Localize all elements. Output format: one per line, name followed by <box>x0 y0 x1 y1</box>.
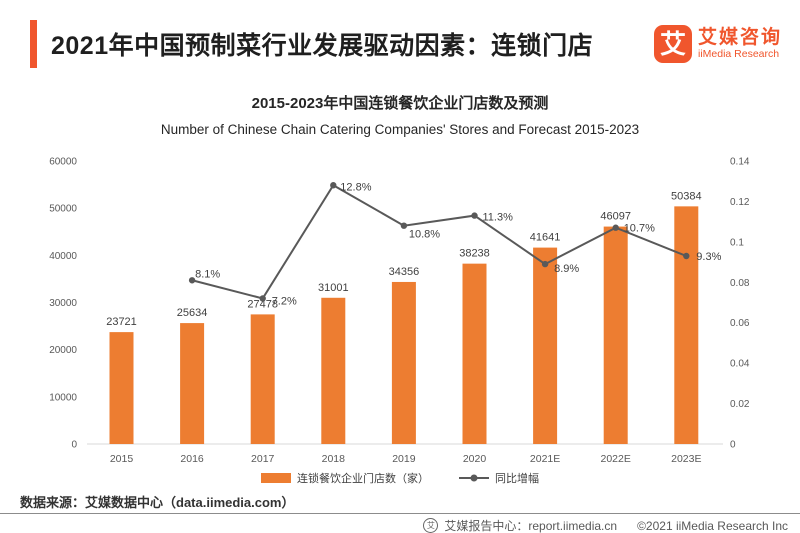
legend-bar-swatch <box>261 473 291 483</box>
bar-value-2015: 23721 <box>106 316 137 328</box>
growth-point-2019 <box>400 222 408 229</box>
accent-bar <box>30 20 37 68</box>
header: 2021年中国预制菜行业发展驱动因素：连锁门店 艾 艾媒咨询 iiMedia R… <box>30 18 782 70</box>
y-right-tick: 0.1 <box>730 237 744 248</box>
y-left-tick: 20000 <box>49 345 77 356</box>
x-tick-2017: 2017 <box>251 453 275 465</box>
legend-item-bars: 连锁餐饮企业门店数（家） <box>261 470 429 486</box>
brand-logo-icon: 艾 <box>653 25 692 63</box>
growth-line <box>191 183 687 300</box>
data-source-note: 数据来源：艾媒数据中心（data.iimedia.com） <box>20 495 295 510</box>
footer: 艾 艾媒报告中心：report.iimedia.cn ©2021 iiMedia… <box>423 517 788 533</box>
legend-line-label: 同比增幅 <box>495 473 539 485</box>
legend-item-line: 同比增幅 <box>459 470 539 486</box>
brand-logo: 艾 艾媒咨询 iiMedia Research <box>653 25 782 63</box>
bar-2021E <box>533 247 558 444</box>
x-tick-2021E: 2021E <box>530 453 560 465</box>
iimedia-circle-icon: 艾 <box>423 518 439 533</box>
bar-value-2023E: 50384 <box>671 190 702 202</box>
growth-point-2021E <box>541 260 549 268</box>
brand-name-cn: 艾媒咨询 <box>697 27 782 49</box>
x-tick-2022E: 2022E <box>601 453 631 465</box>
report-center-link[interactable]: 艾媒报告中心：report.iimedia.cn <box>444 519 618 533</box>
chart-title-cn: 2015-2023年中国连锁餐饮企业门店数及预测 <box>251 95 549 112</box>
growth-label-2021E: 8.9% <box>554 263 579 275</box>
copyright-text: ©2021 iiMedia Research Inc <box>637 518 788 533</box>
growth-point-2022E <box>612 224 619 231</box>
bar-2015 <box>109 332 134 444</box>
bar-value-2021E: 41641 <box>530 232 561 244</box>
y-right-tick: 0.14 <box>730 157 750 168</box>
bar-2019 <box>391 281 416 444</box>
legend-line-swatch <box>459 474 489 482</box>
growth-label-2016: 8.1% <box>195 268 220 280</box>
growth-point-2018 <box>330 182 337 189</box>
y-left-tick: 60000 <box>49 157 77 168</box>
page-title: 2021年中国预制菜行业发展驱动因素：连锁门店 <box>51 32 594 60</box>
y-left-tick: 10000 <box>49 392 77 403</box>
growth-label-2023E: 9.3% <box>696 251 721 263</box>
y-right-tick: 0.12 <box>730 197 750 208</box>
bar-2017 <box>250 314 275 444</box>
x-tick-2019: 2019 <box>392 453 416 465</box>
growth-point-2017 <box>259 295 266 302</box>
growth-label-2019: 10.8% <box>409 229 440 241</box>
chart-legend: 连锁餐饮企业门店数（家） 同比增幅 <box>0 470 800 486</box>
y-right-tick: 0 <box>730 440 736 451</box>
x-tick-2015: 2015 <box>110 453 134 465</box>
bar-value-2018: 31001 <box>318 282 349 294</box>
x-tick-2018: 2018 <box>322 453 346 465</box>
bar-2018 <box>321 297 346 444</box>
bar-value-2017: 27478 <box>247 298 278 310</box>
bar-value-2019: 34356 <box>389 266 420 278</box>
y-left-tick: 30000 <box>49 298 77 309</box>
footer-divider <box>0 513 800 514</box>
growth-label-2022E: 10.7% <box>624 223 655 235</box>
bar-2023E <box>674 206 699 444</box>
bar-value-2020: 38238 <box>459 248 490 260</box>
growth-point-2016 <box>188 277 196 284</box>
bar-2016 <box>180 323 205 444</box>
legend-line-marker <box>470 474 478 482</box>
y-left-tick: 0 <box>71 440 77 451</box>
bar-value-2016: 25634 <box>177 307 208 319</box>
y-right-tick: 0.04 <box>730 359 750 370</box>
y-left-tick: 40000 <box>49 251 77 262</box>
y-left-tick: 50000 <box>49 204 77 215</box>
y-right-tick: 0.08 <box>730 278 750 289</box>
bar-value-2022E: 46097 <box>600 211 631 223</box>
bar-2022E <box>603 226 628 444</box>
x-tick-2023E: 2023E <box>671 453 701 465</box>
legend-bar-label: 连锁餐饮企业门店数（家） <box>297 473 429 485</box>
brand-name-en: iiMedia Research <box>697 48 780 61</box>
y-right-tick: 0.06 <box>730 318 750 329</box>
bar-2020 <box>462 263 487 444</box>
growth-label-2018: 12.8% <box>340 181 371 193</box>
growth-label-2017: 7.2% <box>272 295 297 307</box>
growth-label-2020: 11.3% <box>483 212 514 224</box>
y-right-tick: 0.02 <box>730 399 750 410</box>
x-tick-2020: 2020 <box>463 453 487 465</box>
chart-title-en: Number of Chinese Chain Catering Compani… <box>160 122 640 137</box>
x-tick-2016: 2016 <box>180 453 204 465</box>
growth-point-2020 <box>471 212 478 219</box>
growth-point-2023E <box>683 252 690 260</box>
chart-canvas: 0 10000 20000 30000 40000 50000 60000 0 0.02 0.04… <box>49 157 750 466</box>
